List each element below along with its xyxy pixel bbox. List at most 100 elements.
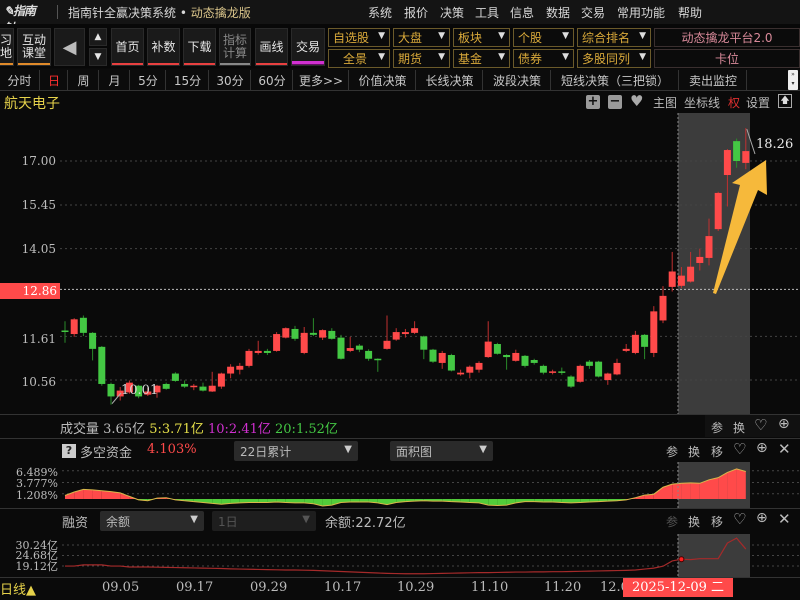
- tab-11[interactable]: 波段决策: [484, 70, 551, 90]
- y-tick-label: 10.56: [21, 375, 56, 389]
- fund-area-segment: [276, 499, 286, 503]
- stock-dropdown[interactable]: 个股 ▼: [513, 28, 574, 47]
- heart-outline-icon[interactable]: ♡: [754, 416, 768, 434]
- zoom-out-icon[interactable]: −: [608, 94, 622, 109]
- kawei-label: 卡位: [714, 52, 739, 66]
- market-dropdown[interactable]: 大盘 ▼: [393, 28, 450, 47]
- selected-point-marker: [678, 556, 685, 563]
- chart-style-select[interactable]: 面积图 ▼: [390, 441, 493, 461]
- fund-move-button[interactable]: 移: [711, 445, 724, 459]
- candle: [438, 352, 446, 363]
- tab-13[interactable]: 卖出监控: [680, 70, 747, 90]
- fund-param-button[interactable]: 参: [666, 445, 679, 459]
- candle: [70, 319, 78, 335]
- close-icon[interactable]: ✕: [778, 440, 791, 458]
- fund-area-segment: [92, 489, 102, 499]
- volume-param-button[interactable]: 参: [711, 421, 724, 435]
- tab-scrollbar[interactable]: » ▾: [788, 70, 798, 90]
- period-indicator[interactable]: 日线▲: [0, 579, 36, 598]
- menu-help[interactable]: 帮助: [678, 6, 703, 20]
- back-button[interactable]: ◀: [54, 28, 85, 66]
- rights-adjust-button[interactable]: 权: [728, 96, 741, 110]
- margin-type-select[interactable]: 余额 ▼: [100, 511, 204, 531]
- candle: [475, 362, 483, 370]
- zoom-plus-icon[interactable]: ⊕: [756, 440, 768, 456]
- fund-area-segment: [718, 472, 728, 499]
- favorite-heart-icon[interactable]: ♥: [630, 92, 644, 110]
- maximize-icon[interactable]: 🡅: [778, 94, 792, 108]
- volume-value: 3.65亿: [103, 422, 146, 437]
- candle: [503, 355, 511, 358]
- zoom-in-icon[interactable]: +: [586, 94, 600, 109]
- tab-6[interactable]: 30分: [210, 70, 251, 90]
- draw-line-button[interactable]: 画线: [255, 28, 288, 66]
- fund-area-segment: [258, 499, 268, 503]
- trade-button[interactable]: 交易: [291, 28, 325, 66]
- platform-button[interactable]: 动态擒龙平台2.0: [654, 28, 800, 47]
- y-tick-label: 15.45: [21, 198, 56, 212]
- ranking-dropdown[interactable]: 综合排名 ▼: [577, 28, 651, 47]
- supplement-data-button[interactable]: 补数: [147, 28, 180, 66]
- fund-area-segment: [304, 499, 314, 504]
- study-button[interactable]: 习 地: [0, 28, 14, 66]
- main-chart-button[interactable]: 主图: [653, 96, 678, 110]
- y-tick-label: 11.61: [21, 332, 56, 346]
- settings-button[interactable]: 设置: [746, 96, 771, 110]
- menu-info[interactable]: 信息: [510, 6, 535, 20]
- tab-10[interactable]: 长线决策: [417, 70, 483, 90]
- home-button[interactable]: 首页: [111, 28, 144, 66]
- candle: [107, 383, 115, 397]
- zoom-plus-icon[interactable]: ⊕: [756, 510, 768, 526]
- tab-8[interactable]: 更多>>: [294, 70, 349, 90]
- candle: [705, 236, 713, 258]
- menu-decision[interactable]: 决策: [440, 6, 465, 20]
- fund-area-segment: [267, 499, 277, 503]
- tab-2[interactable]: 周: [69, 70, 99, 90]
- tab-9[interactable]: 价值决策: [350, 70, 416, 90]
- menu-quote[interactable]: 报价: [404, 6, 429, 20]
- tab-12[interactable]: 短线决策（三把锁）: [552, 70, 679, 90]
- download-button[interactable]: 下载: [183, 28, 216, 66]
- tab-7[interactable]: 60分: [252, 70, 293, 90]
- heart-outline-icon[interactable]: ♡: [733, 440, 747, 458]
- kawei-button[interactable]: 卡位: [654, 49, 800, 68]
- help-icon[interactable]: ?: [62, 444, 76, 458]
- margin-move-button[interactable]: 移: [711, 515, 724, 529]
- candle: [365, 350, 373, 359]
- menu-data[interactable]: 数据: [546, 6, 571, 20]
- candle: [171, 373, 179, 381]
- menu-tools[interactable]: 工具: [475, 6, 500, 20]
- menu-system[interactable]: 系统: [368, 6, 393, 20]
- tab-3[interactable]: 月: [100, 70, 130, 90]
- volume-switch-button[interactable]: 换: [733, 421, 746, 435]
- close-icon[interactable]: ✕: [778, 510, 791, 528]
- sector-dropdown[interactable]: 板块 ▼: [453, 28, 510, 47]
- margin-param-button[interactable]: 参: [666, 515, 679, 529]
- menu-common[interactable]: 常用功能: [617, 6, 666, 20]
- candle: [208, 385, 216, 392]
- interactive-class-button[interactable]: 互动 课堂: [17, 28, 51, 66]
- margin-switch-button[interactable]: 换: [688, 515, 701, 529]
- tab-0[interactable]: 分时: [0, 70, 40, 90]
- candlestick-chart[interactable]: [0, 110, 800, 415]
- bond-dropdown[interactable]: 债券 ▼: [513, 49, 574, 68]
- fund-switch-button[interactable]: 换: [688, 445, 701, 459]
- fund-period-select[interactable]: 22日累计 ▼: [234, 441, 358, 461]
- multi-stock-dropdown[interactable]: 多股同列 ▼: [577, 49, 651, 68]
- watchlist-dropdown[interactable]: 自选股 ▼: [328, 28, 390, 47]
- heart-outline-icon[interactable]: ♡: [733, 510, 747, 528]
- tab-4[interactable]: 5分: [131, 70, 166, 90]
- fund-dropdown[interactable]: 基金 ▼: [453, 49, 510, 68]
- menu-trade[interactable]: 交易: [581, 6, 606, 20]
- panorama-dropdown[interactable]: 全景 ▼: [328, 49, 390, 68]
- dropdown-arrow-icon: ▼: [438, 31, 445, 41]
- fund-flow-line: [64, 468, 746, 507]
- gridline-button[interactable]: 坐标线: [684, 96, 721, 110]
- zoom-plus-icon[interactable]: ⊕: [778, 416, 790, 432]
- scroll-up-button[interactable]: ▲: [89, 28, 107, 46]
- futures-dropdown[interactable]: 期货 ▼: [393, 49, 450, 68]
- tab-5[interactable]: 15分: [167, 70, 209, 90]
- scroll-down-button[interactable]: ▼: [89, 48, 107, 66]
- tab-1[interactable]: 日: [41, 70, 68, 90]
- indicator-calc-button[interactable]: 指标 计算: [219, 28, 251, 66]
